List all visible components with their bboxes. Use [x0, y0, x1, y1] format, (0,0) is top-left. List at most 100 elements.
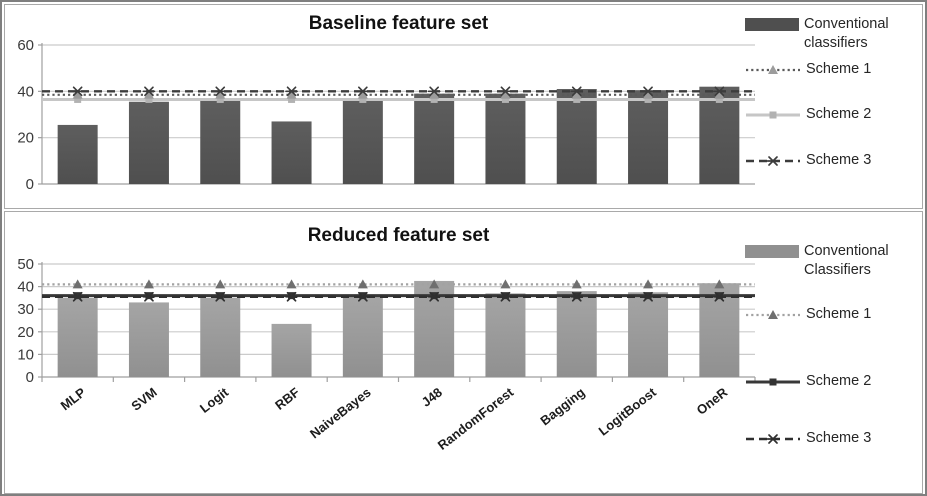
legend-bar-swatch — [745, 245, 799, 258]
scheme-1-triangle-marker — [571, 89, 582, 99]
legend-x-marker — [766, 434, 780, 444]
scheme-3-x-marker — [213, 86, 227, 97]
bar-MLP — [57, 297, 98, 377]
scheme-1-triangle-marker — [643, 279, 654, 289]
x-label-SVM: SVM — [128, 385, 159, 414]
scheme-1-triangle-marker — [72, 279, 83, 289]
scheme-3-x-marker — [71, 291, 84, 302]
bar-J48 — [414, 93, 455, 184]
scheme-3-x-marker — [285, 291, 298, 302]
scheme-1-triangle-marker — [143, 89, 154, 99]
y-tick-label-0: 0 — [26, 176, 34, 193]
legend-item-scheme-2: Scheme 2 — [745, 372, 920, 391]
bar-NaiveBayes — [342, 296, 383, 377]
reduced-chart-title: Reduced feature set — [307, 225, 490, 246]
scheme-1-triangle-marker — [357, 89, 368, 99]
x-label-OneR: OneR — [694, 384, 731, 418]
scheme-3-x-marker — [142, 86, 156, 97]
scheme-2-square-marker — [145, 95, 153, 103]
scheme-2-square-marker — [715, 95, 723, 103]
bar-RandomForest — [485, 93, 526, 184]
legend-square-marker — [769, 111, 777, 119]
legend-x-marker — [766, 156, 780, 166]
bar-NaiveBayes — [342, 100, 383, 184]
scheme-3-x-marker — [713, 291, 726, 302]
scheme-3-x-marker — [142, 291, 156, 302]
scheme-3-x-marker — [285, 86, 298, 97]
y-tick-label-10: 10 — [17, 346, 34, 363]
y-tick-label-20: 20 — [17, 324, 34, 341]
x-label-Logit: Logit — [197, 384, 232, 416]
bar-RandomForest — [485, 293, 526, 377]
scheme-3-x-marker — [499, 86, 512, 97]
x-label-J48: J48 — [419, 385, 445, 410]
x-label-LogitBoost: LogitBoost — [596, 384, 660, 438]
y-tick-label-0: 0 — [26, 369, 34, 386]
scheme-3-x-marker — [71, 86, 84, 97]
x-label-RandomForest: RandomForest — [435, 384, 517, 453]
legend-item-scheme-3: Scheme 3 — [745, 429, 920, 448]
legend-line-swatch — [746, 378, 800, 386]
baseline-legend: Conventional classifiers Scheme 1 Scheme 2… — [745, 5, 922, 208]
x-label-RBF: RBF — [272, 385, 302, 413]
legend-label: Scheme 3 — [806, 430, 872, 446]
scheme-3-x-marker — [356, 86, 370, 97]
scheme-1-triangle-marker — [429, 89, 440, 99]
scheme-1-triangle-marker — [143, 279, 154, 289]
bar-MLP — [57, 124, 98, 184]
x-label-MLP: MLP — [58, 384, 89, 413]
scheme-2-square-marker — [430, 95, 438, 103]
legend-label: Scheme 1 — [806, 61, 872, 77]
scheme-1-triangle-marker — [215, 279, 226, 289]
scheme-1-triangle-marker — [571, 279, 582, 289]
legend-item-scheme-1: Scheme 1 — [745, 305, 920, 324]
legend-label: Conventional classifiers — [804, 16, 889, 51]
x-label-Bagging: Bagging — [537, 385, 587, 429]
scheme-1-triangle-marker — [429, 279, 440, 289]
legend-line-swatch — [746, 310, 800, 319]
legend-line-swatch — [746, 434, 800, 444]
scheme-1-triangle-marker — [500, 89, 511, 99]
scheme-1-triangle-marker — [357, 279, 368, 289]
legend-item-scheme-3: Scheme 3 — [745, 151, 920, 170]
scheme-2-square-marker — [501, 95, 509, 103]
scheme-3-x-marker — [570, 86, 584, 97]
scheme-1-triangle-marker — [215, 89, 226, 99]
legend-square-marker — [769, 378, 777, 386]
scheme-1-triangle-marker — [500, 279, 511, 289]
baseline-chart-title: Baseline feature set — [308, 13, 489, 34]
baseline-chart-panel: Baseline feature set 0 20 40 60 Conventiona… — [4, 4, 923, 209]
reduced-legend: Conventional Classifiers Scheme 1 Scheme 2… — [745, 212, 922, 493]
scheme-3-x-marker — [641, 291, 655, 302]
scheme-2-square-marker — [74, 95, 82, 103]
legend-item-conventional-classifiers: Conventional Classifiers — [745, 242, 918, 280]
y-tick-label-50: 50 — [17, 256, 34, 273]
legend-label: Scheme 2 — [806, 373, 872, 389]
bar-Bagging — [556, 89, 597, 184]
legend-bar-swatch — [745, 18, 799, 31]
scheme-3-x-marker — [713, 86, 726, 97]
bar-Logit — [200, 100, 241, 184]
legend-line-swatch — [746, 111, 800, 119]
scheme-3-x-marker — [499, 291, 512, 302]
x-label-NaiveBayes: NaiveBayes — [307, 385, 374, 442]
legend-label: Scheme 2 — [806, 106, 872, 122]
reduced-chart-canvas: 0 10 20 30 40 50 MLP SVM Logit RBF NaiveBayes J48Ra… — [17, 256, 756, 453]
legend-label: Scheme 1 — [806, 306, 872, 322]
scheme-3-x-marker — [427, 291, 441, 302]
bar-RBF — [271, 121, 312, 184]
baseline-chart-canvas: 0 20 40 60 — [17, 37, 755, 193]
scheme-1-triangle-marker — [286, 279, 297, 289]
bar-RBF — [271, 323, 312, 377]
legend-triangle-marker — [768, 65, 778, 74]
scheme-1-triangle-marker — [72, 89, 83, 99]
scheme-1-triangle-marker — [643, 89, 654, 99]
bar-SVM — [128, 101, 169, 184]
scheme-1-triangle-marker — [286, 89, 297, 99]
bar-LogitBoost — [628, 90, 669, 184]
reduced-chart-panel: Reduced feature set 0 10 20 30 40 50 MLP SVM Log… — [4, 211, 923, 494]
bar-SVM — [128, 302, 169, 377]
y-tick-label-60: 60 — [17, 37, 34, 54]
scheme-2-square-marker — [573, 95, 581, 103]
bar-LogitBoost — [628, 292, 669, 377]
